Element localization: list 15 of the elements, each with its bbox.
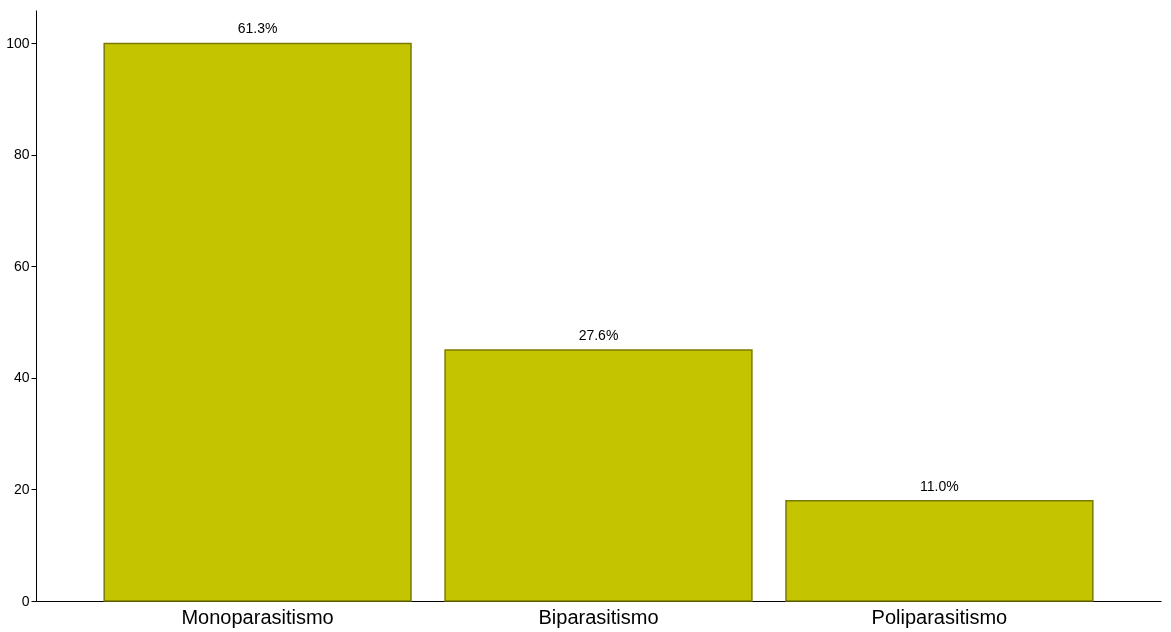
y-tick-label: 0: [21, 592, 30, 609]
y-tick-label: 60: [13, 257, 30, 274]
y-tick-label: 80: [13, 146, 30, 163]
bar: [444, 349, 753, 602]
x-tick-label: Poliparasitismo: [871, 605, 1008, 628]
annotation: 61.3%: [237, 20, 278, 37]
bar: [103, 42, 412, 602]
bar: [785, 499, 1094, 602]
y-tick-label: 40: [13, 369, 30, 386]
x-tick-label: Biparasitismo: [538, 605, 659, 628]
x-tick-label: Monoparasitismo: [181, 605, 334, 628]
y-tick-label: 20: [13, 480, 30, 497]
annotation: 27.6%: [578, 327, 619, 344]
annotation: 11.0%: [920, 477, 959, 494]
y-tick-label: 100: [6, 34, 30, 51]
